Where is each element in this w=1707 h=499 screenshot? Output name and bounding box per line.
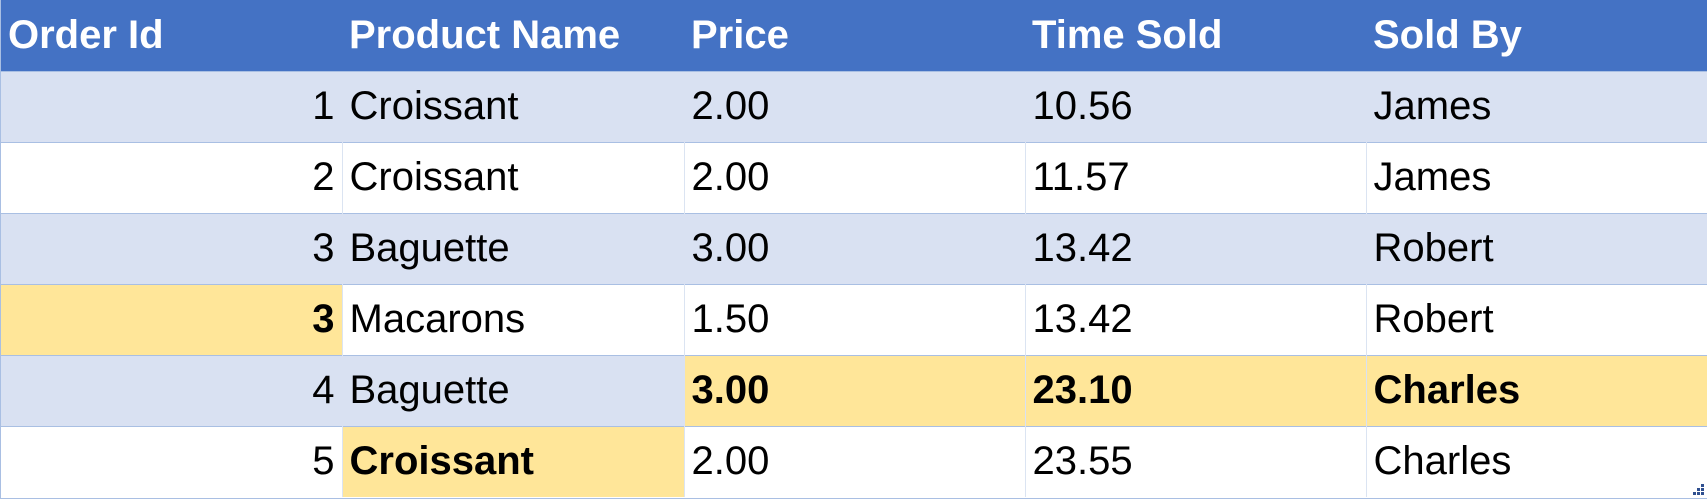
cell-time-sold[interactable]: 11.57 bbox=[1024, 141, 1366, 213]
table-row: 3 Macarons 1.50 13.42 Robert bbox=[1, 283, 1707, 355]
cell-order-id[interactable]: 4 bbox=[1, 354, 342, 426]
cell-time-sold[interactable]: 10.56 bbox=[1024, 70, 1366, 142]
cell-product-name[interactable]: Croissant bbox=[341, 141, 684, 213]
column-header-sold-by[interactable]: Sold By bbox=[1373, 12, 1522, 57]
cell-sold-by[interactable]: James bbox=[1365, 141, 1707, 213]
table-row: 1 Croissant 2.00 10.56 James bbox=[1, 70, 1707, 142]
cell-sold-by[interactable]: Robert bbox=[1365, 283, 1707, 355]
cell-time-sold[interactable]: 13.42 bbox=[1024, 212, 1366, 284]
header-row: Order Id Product Name Price Time Sold So… bbox=[1, 0, 1707, 71]
table-row: 3 Baguette 3.00 13.42 Robert bbox=[1, 212, 1707, 284]
cell-sold-by-highlighted[interactable]: Charles bbox=[1365, 354, 1707, 426]
column-header-time-sold[interactable]: Time Sold bbox=[1032, 12, 1223, 57]
cell-order-id[interactable]: 3 bbox=[1, 212, 342, 284]
cell-order-id-highlighted[interactable]: 3 bbox=[1, 283, 342, 355]
cell-price[interactable]: 2.00 bbox=[683, 425, 1025, 497]
cell-product-name-highlighted[interactable]: Croissant bbox=[341, 425, 684, 497]
cell-order-id[interactable]: 2 bbox=[1, 141, 342, 213]
table-row: 5 Croissant 2.00 23.55 Charles bbox=[1, 425, 1707, 497]
cell-product-name[interactable]: Macarons bbox=[341, 283, 684, 355]
cell-product-name[interactable]: Baguette bbox=[341, 354, 684, 426]
column-header-price[interactable]: Price bbox=[691, 12, 789, 57]
cell-sold-by[interactable]: Charles bbox=[1365, 425, 1707, 497]
cell-price[interactable]: 2.00 bbox=[683, 141, 1025, 213]
cell-time-sold[interactable]: 13.42 bbox=[1024, 283, 1366, 355]
cell-time-sold-highlighted[interactable]: 23.10 bbox=[1024, 354, 1366, 426]
cell-price[interactable]: 1.50 bbox=[683, 283, 1025, 355]
table-resize-handle-icon[interactable] bbox=[1691, 482, 1705, 496]
cell-product-name[interactable]: Croissant bbox=[341, 70, 684, 142]
cell-product-name[interactable]: Baguette bbox=[341, 212, 684, 284]
cell-order-id[interactable]: 5 bbox=[1, 425, 342, 497]
table-row: 4 Baguette 3.00 23.10 Charles bbox=[1, 354, 1707, 426]
column-header-product-name[interactable]: Product Name bbox=[349, 12, 621, 57]
cell-price[interactable]: 2.00 bbox=[683, 70, 1025, 142]
column-header-order-id[interactable]: Order Id bbox=[8, 12, 164, 57]
cell-price[interactable]: 3.00 bbox=[683, 212, 1025, 284]
cell-price-highlighted[interactable]: 3.00 bbox=[683, 354, 1025, 426]
cell-time-sold[interactable]: 23.55 bbox=[1024, 425, 1366, 497]
cell-sold-by[interactable]: James bbox=[1365, 70, 1707, 142]
table-header: Order Id Product Name Price Time Sold So… bbox=[1, 0, 1707, 71]
cell-order-id[interactable]: 1 bbox=[1, 70, 342, 142]
table-row: 2 Croissant 2.00 11.57 James bbox=[1, 141, 1707, 213]
cell-sold-by[interactable]: Robert bbox=[1365, 212, 1707, 284]
table-body: 1 Croissant 2.00 10.56 James 2 Croissant… bbox=[1, 70, 1707, 497]
